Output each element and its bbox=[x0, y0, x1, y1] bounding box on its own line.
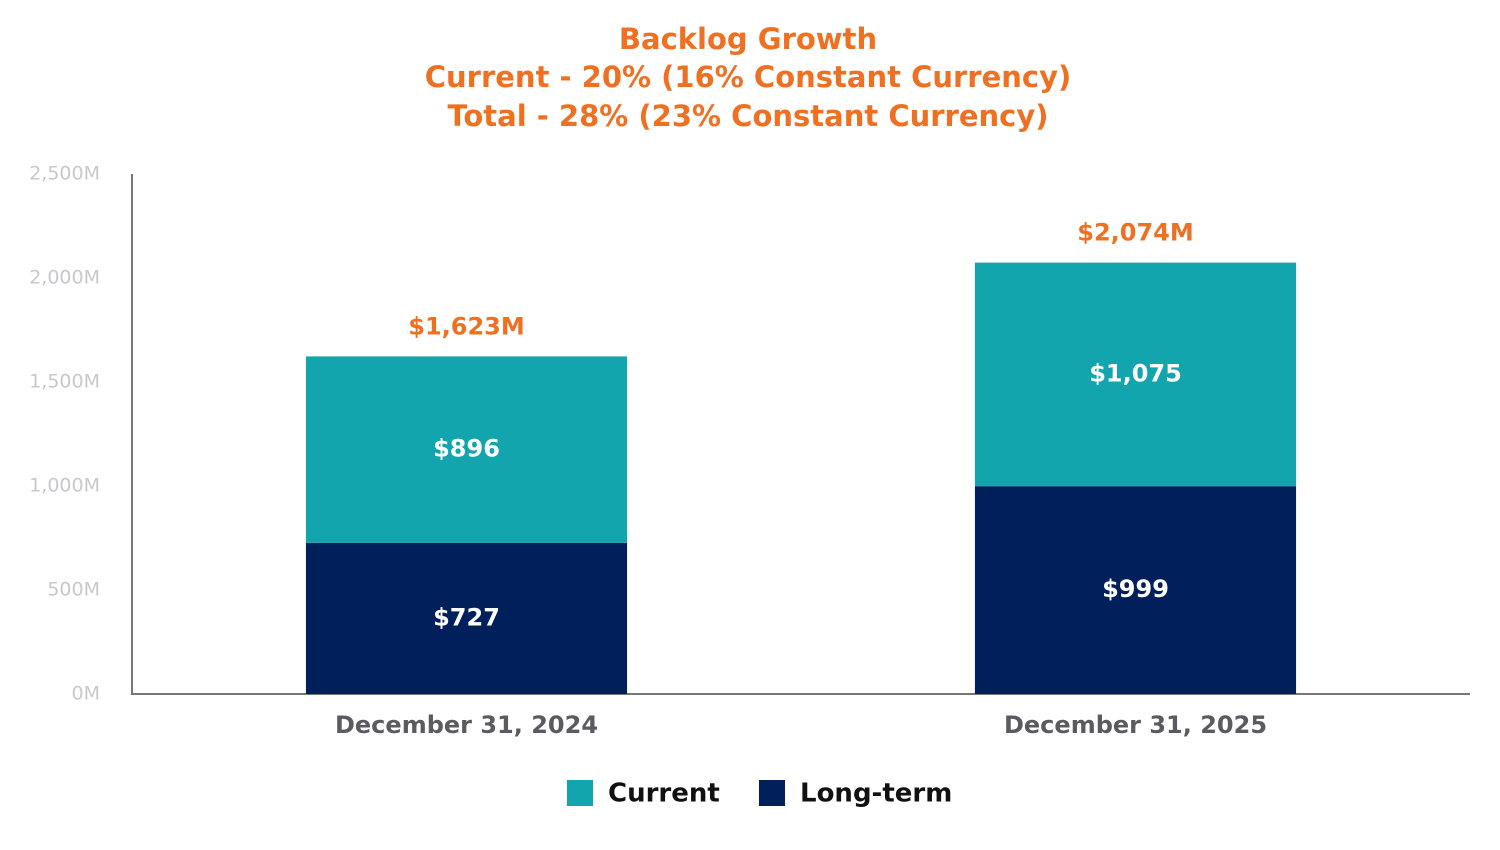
legend-swatch bbox=[759, 780, 785, 806]
bar-segment bbox=[974, 262, 1297, 487]
value-label: $727 bbox=[433, 603, 500, 631]
y-tick-label: 1,000M bbox=[29, 475, 100, 497]
total-label: $2,074M bbox=[1077, 219, 1194, 247]
x-tick-label: December 31, 2024 bbox=[335, 711, 598, 739]
y-tick-label: 2,000M bbox=[29, 267, 100, 289]
bar-segment bbox=[305, 356, 628, 543]
chart-title: Backlog Growth bbox=[619, 22, 877, 56]
value-label: $999 bbox=[1102, 575, 1169, 603]
bar-segment bbox=[974, 486, 1297, 694]
chart-subtitle: Total - 28% (23% Constant Currency) bbox=[447, 99, 1048, 133]
x-tick-label: December 31, 2025 bbox=[1004, 711, 1267, 739]
y-tick-label: 0M bbox=[72, 683, 100, 705]
legend-label: Long-term bbox=[800, 779, 952, 809]
value-label: $896 bbox=[433, 435, 500, 463]
y-tick-label: 1,500M bbox=[29, 371, 100, 393]
legend-swatch bbox=[567, 780, 593, 806]
chart-subtitle: Current - 20% (16% Constant Currency) bbox=[425, 60, 1072, 94]
total-label: $1,623M bbox=[408, 312, 525, 340]
value-label: $1,075 bbox=[1089, 359, 1182, 387]
y-tick-label: 500M bbox=[47, 579, 100, 601]
bar-segment bbox=[305, 542, 628, 694]
y-tick-label: 2,500M bbox=[29, 163, 100, 185]
legend-label: Current bbox=[608, 779, 720, 809]
